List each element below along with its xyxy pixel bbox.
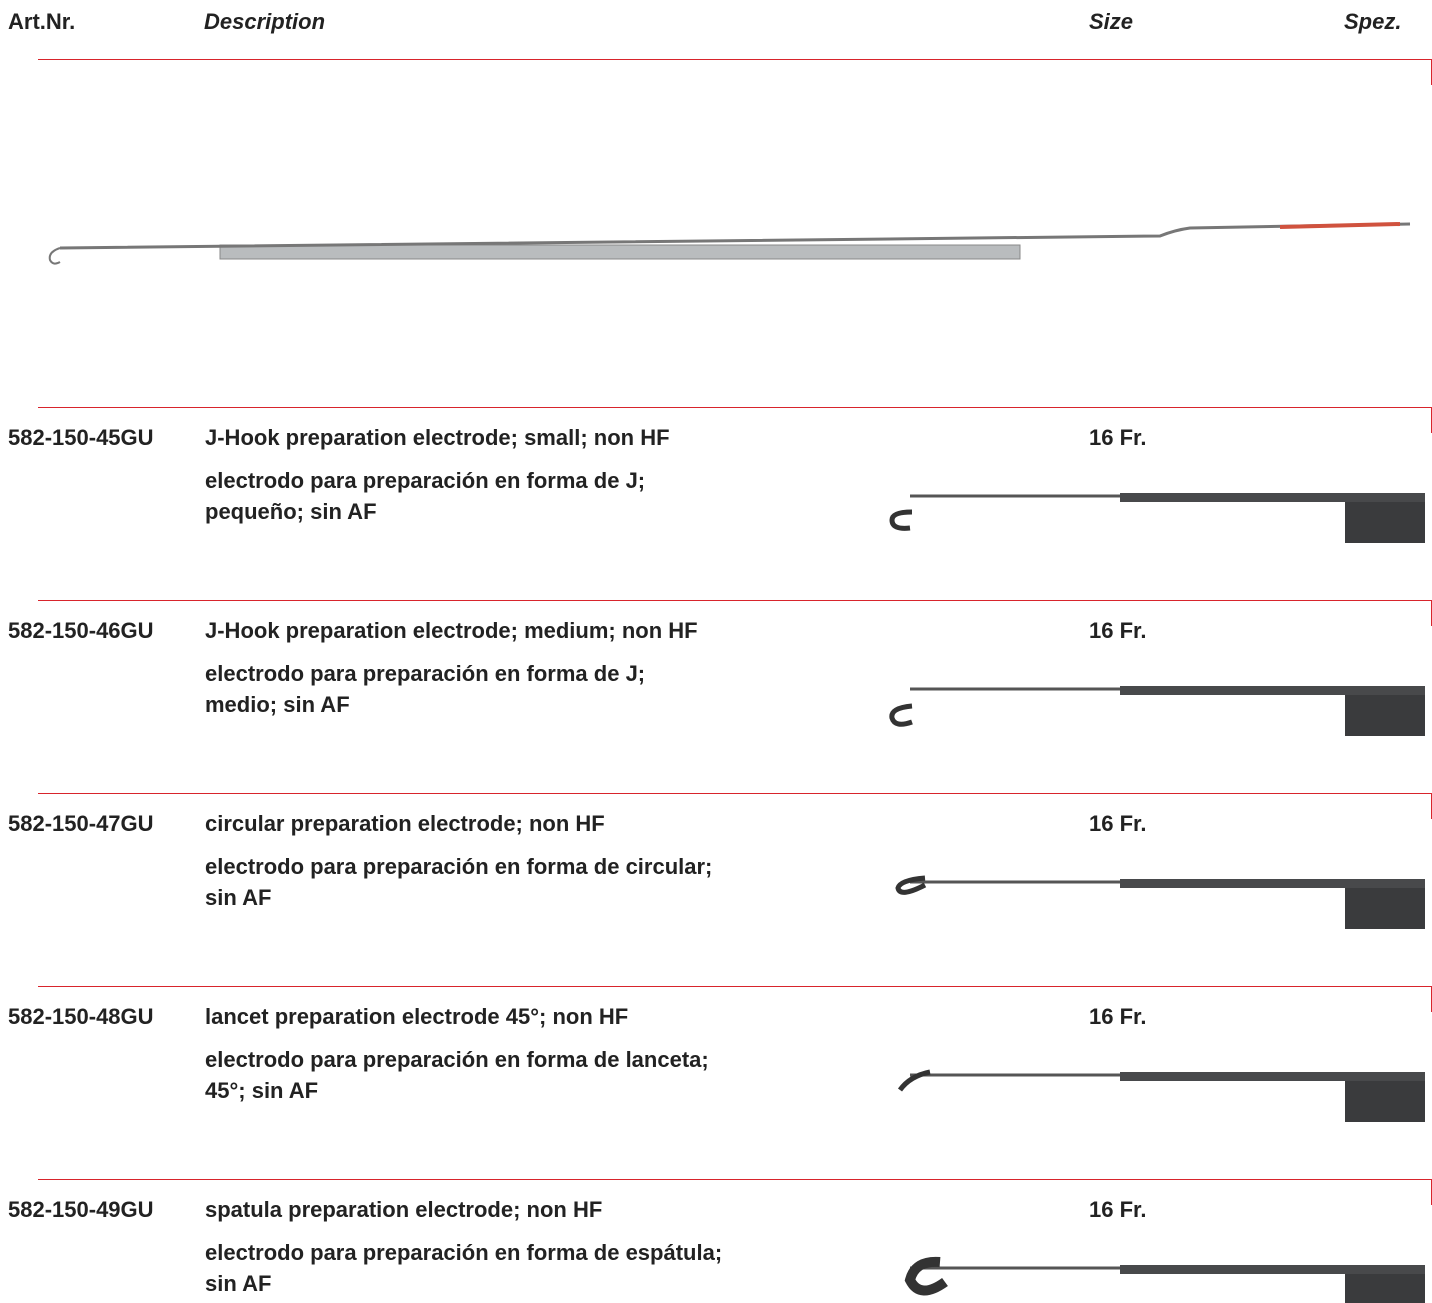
description-es: electrodo para preparación en forma de l… bbox=[205, 1047, 709, 1072]
description-en: J-Hook preparation electrode; medium; no… bbox=[205, 618, 698, 643]
rule bbox=[38, 59, 1432, 60]
tip bbox=[1120, 879, 1425, 888]
row-rule bbox=[38, 407, 1432, 408]
header-art: Art.Nr. bbox=[8, 9, 76, 34]
description-es: electrodo para preparación en forma de c… bbox=[205, 854, 713, 879]
art-nr: 582-150-46GU bbox=[8, 618, 154, 643]
size: 16 Fr. bbox=[1089, 425, 1147, 450]
row-rule bbox=[38, 1179, 1432, 1180]
art-nr: 582-150-49GU bbox=[8, 1197, 154, 1222]
tip bbox=[897, 1069, 931, 1092]
description-es: medio; sin AF bbox=[205, 692, 350, 717]
tip bbox=[1120, 686, 1425, 695]
size: 16 Fr. bbox=[1089, 811, 1147, 836]
tip bbox=[889, 703, 913, 727]
tip bbox=[1345, 1080, 1425, 1122]
tip bbox=[1120, 493, 1425, 502]
description-en: J-Hook preparation electrode; small; non… bbox=[205, 425, 670, 450]
art-nr: 582-150-48GU bbox=[8, 1004, 154, 1029]
description-es: electrodo para preparación en forma de J… bbox=[205, 468, 646, 493]
size: 16 Fr. bbox=[1089, 1004, 1147, 1029]
description-en: lancet preparation electrode 45°; non HF bbox=[205, 1004, 629, 1029]
description-en: spatula preparation electrode; non HF bbox=[205, 1197, 603, 1222]
tip bbox=[889, 509, 913, 531]
row-rule bbox=[38, 600, 1432, 601]
header-spez: Spez. bbox=[1344, 9, 1402, 34]
description-es: sin AF bbox=[205, 885, 272, 910]
description-es: 45°; sin AF bbox=[205, 1078, 319, 1103]
tip bbox=[1345, 1273, 1425, 1303]
tip bbox=[904, 1256, 948, 1296]
header-description: Description bbox=[204, 9, 326, 34]
description-es: electrodo para preparación en forma de e… bbox=[205, 1240, 723, 1265]
row-rule bbox=[38, 986, 1432, 987]
size: 16 Fr. bbox=[1089, 618, 1147, 643]
description-es: electrodo para preparación en forma de J… bbox=[205, 661, 646, 686]
tip-illustrations bbox=[889, 493, 1425, 1303]
tip bbox=[1345, 887, 1425, 929]
tip bbox=[1345, 501, 1425, 543]
description-en: circular preparation electrode; non HF bbox=[205, 811, 605, 836]
art-nr: 582-150-47GU bbox=[8, 811, 154, 836]
description-es: sin AF bbox=[205, 1271, 272, 1296]
row-rule bbox=[38, 793, 1432, 794]
size: 16 Fr. bbox=[1089, 1197, 1147, 1222]
tip bbox=[1120, 1265, 1425, 1274]
art-nr: 582-150-45GU bbox=[8, 425, 154, 450]
tip bbox=[895, 875, 927, 895]
tip bbox=[1120, 1072, 1425, 1081]
header-size: Size bbox=[1089, 9, 1134, 34]
description-es: pequeño; sin AF bbox=[205, 499, 377, 524]
tip bbox=[1345, 694, 1425, 736]
overview-instrument bbox=[48, 222, 1411, 265]
